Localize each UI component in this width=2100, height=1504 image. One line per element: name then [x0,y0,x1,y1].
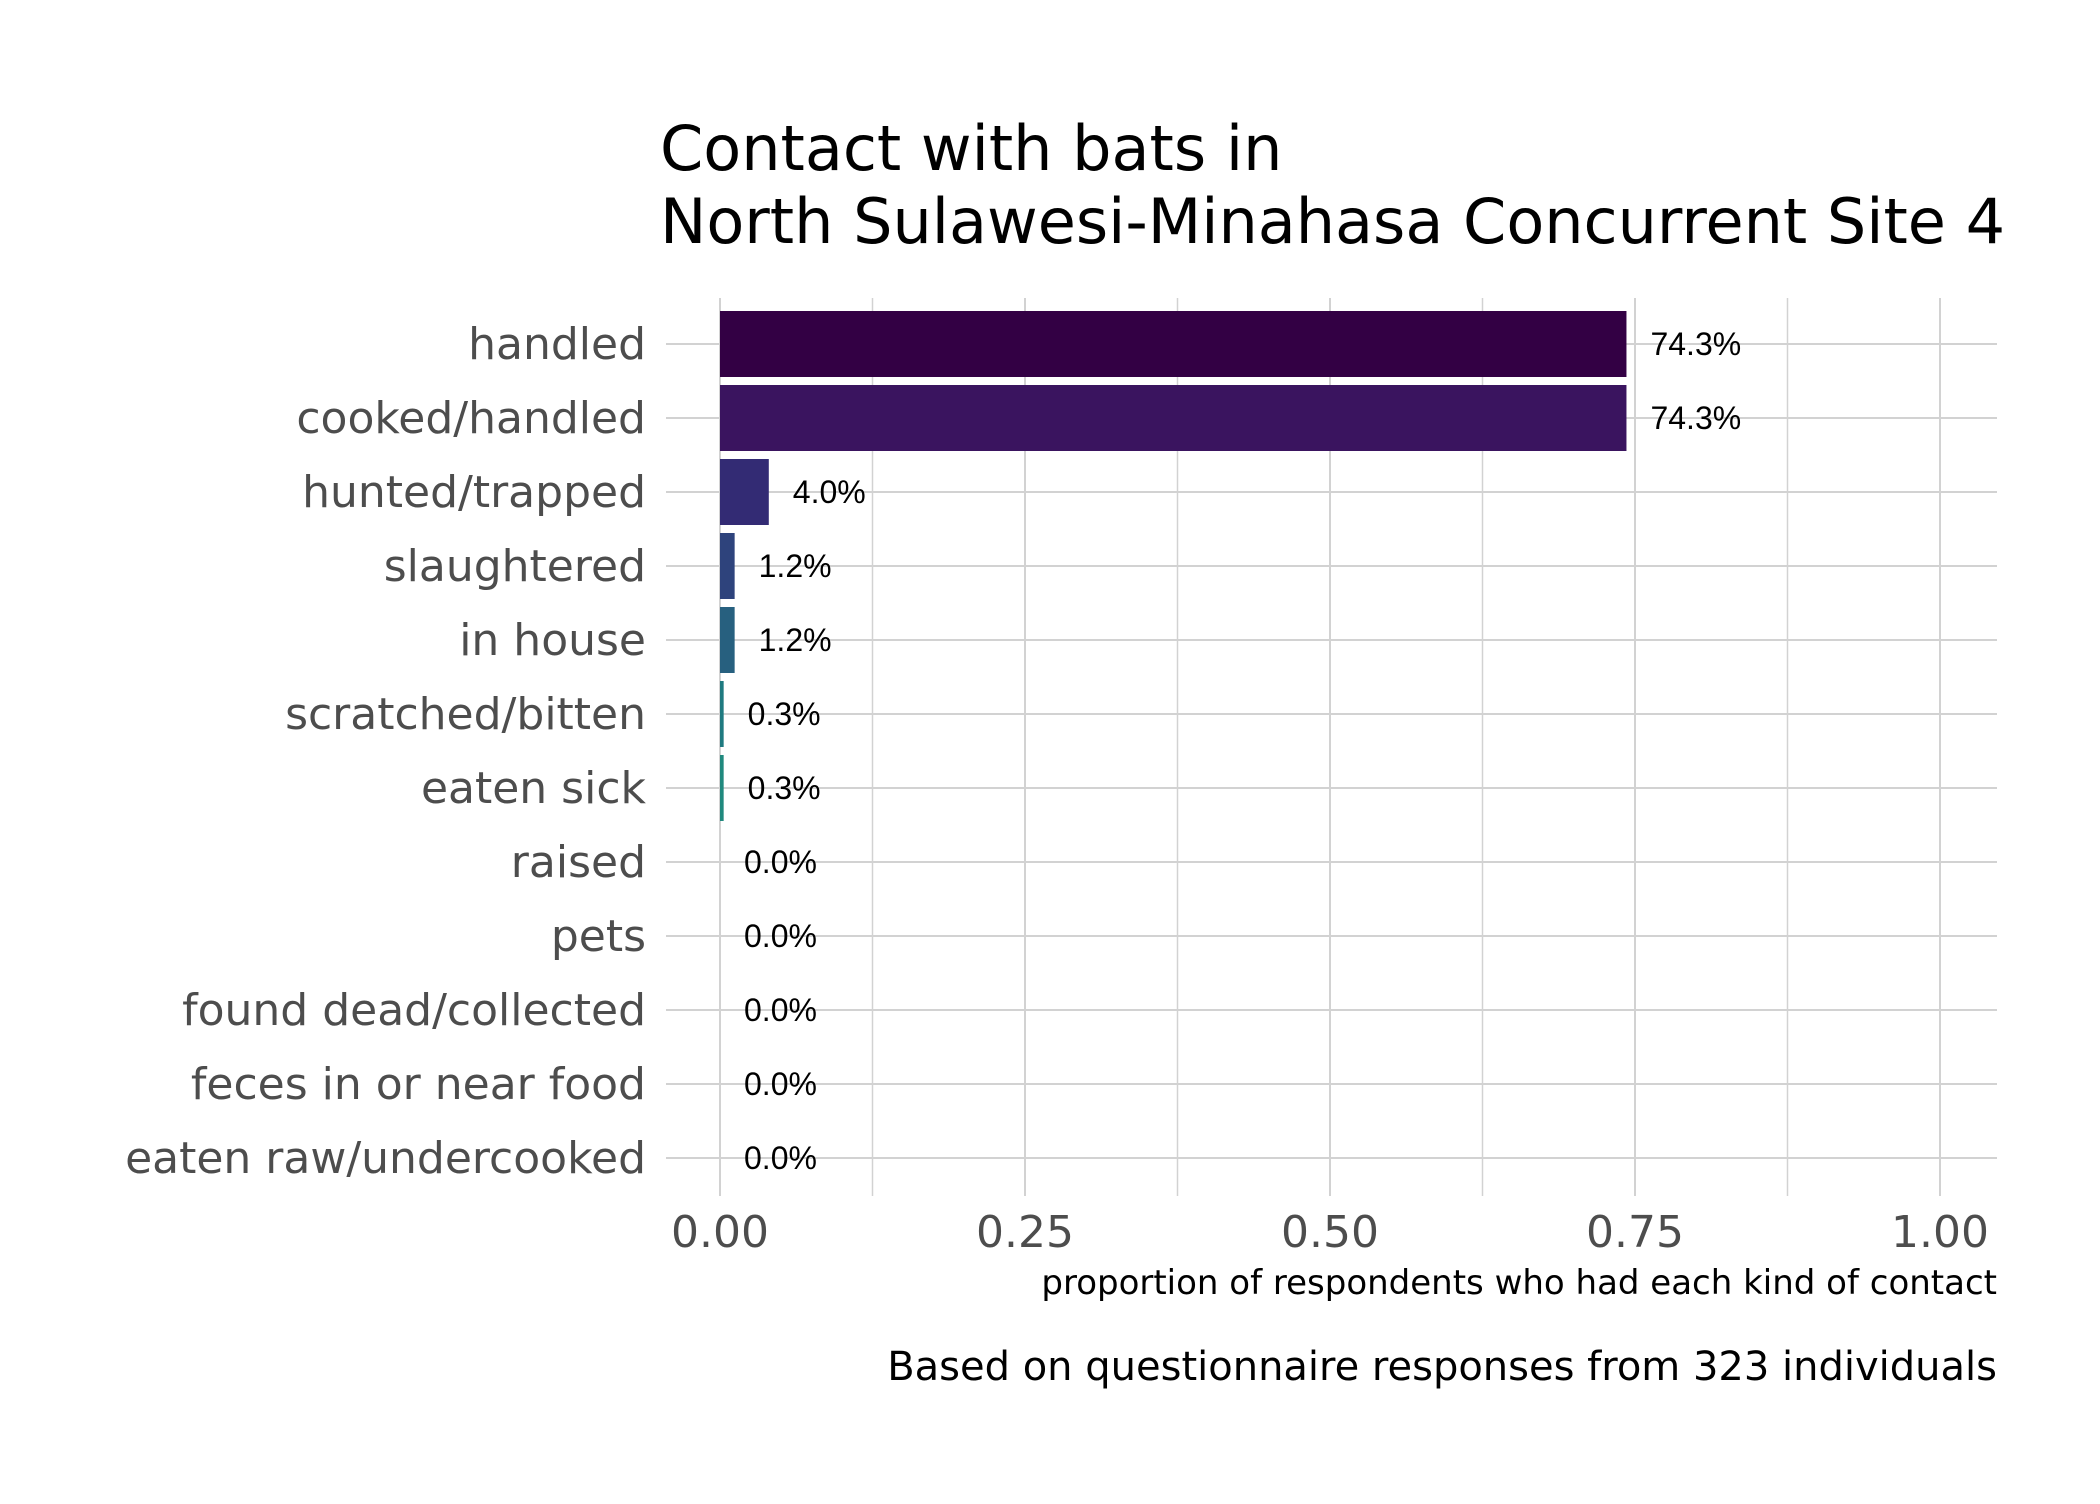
data-label: 0.3% [748,696,821,732]
label-layer: 74.3% 74.3% 4.0% 1.2% 1.2% 0.3% 0.3% 0.0% 0.0% 0.… [744,326,1741,1176]
data-label: 0.3% [748,770,821,806]
category-label: raised [511,837,646,888]
x-tick-label: 1.00 [1891,1207,1989,1258]
chart-title-line-2: North Sulawesi-Minahasa Concurrent Site … [660,185,2005,258]
category-label: feces in or near food [191,1059,646,1110]
x-tick-labels: 0.00 0.25 0.50 0.75 1.00 [671,1207,1989,1258]
category-label: eaten sick [421,763,647,814]
bar [720,311,1627,377]
x-tick-label: 0.50 [1281,1207,1379,1258]
chart-title-line-1: Contact with bats in [660,112,1282,185]
chart-caption: Based on questionnaire responses from 32… [887,1344,1997,1390]
data-label: 1.2% [759,548,832,584]
data-label: 74.3% [1650,326,1741,362]
bar [720,755,724,821]
category-label: eaten raw/undercooked [125,1133,646,1184]
x-tick-label: 0.25 [976,1207,1074,1258]
bar [720,385,1627,451]
data-label: 74.3% [1650,400,1741,436]
category-labels: handled cooked/handled hunted/trapped slaug… [125,319,646,1184]
bar-layer [720,311,1627,821]
bar [720,681,724,747]
category-label: handled [468,319,646,370]
x-tick-label: 0.75 [1586,1207,1684,1258]
data-label: 0.0% [744,844,817,880]
data-label: 0.0% [744,1140,817,1176]
bar [720,459,769,525]
data-label: 0.0% [744,918,817,954]
category-label: pets [551,911,646,962]
data-label: 0.0% [744,992,817,1028]
data-label: 1.2% [759,622,832,658]
category-label: slaughtered [384,541,646,592]
category-label: hunted/trapped [302,467,646,518]
data-label: 4.0% [793,474,866,510]
bar [720,533,735,599]
bar [720,607,735,673]
x-axis-title: proportion of respondents who had each k… [1041,1263,1997,1303]
category-label: cooked/handled [296,393,646,444]
category-label: found dead/collected [182,985,646,1036]
x-tick-label: 0.00 [671,1207,769,1258]
data-label: 0.0% [744,1066,817,1102]
category-label: scratched/bitten [285,689,646,740]
category-label: in house [459,615,646,666]
